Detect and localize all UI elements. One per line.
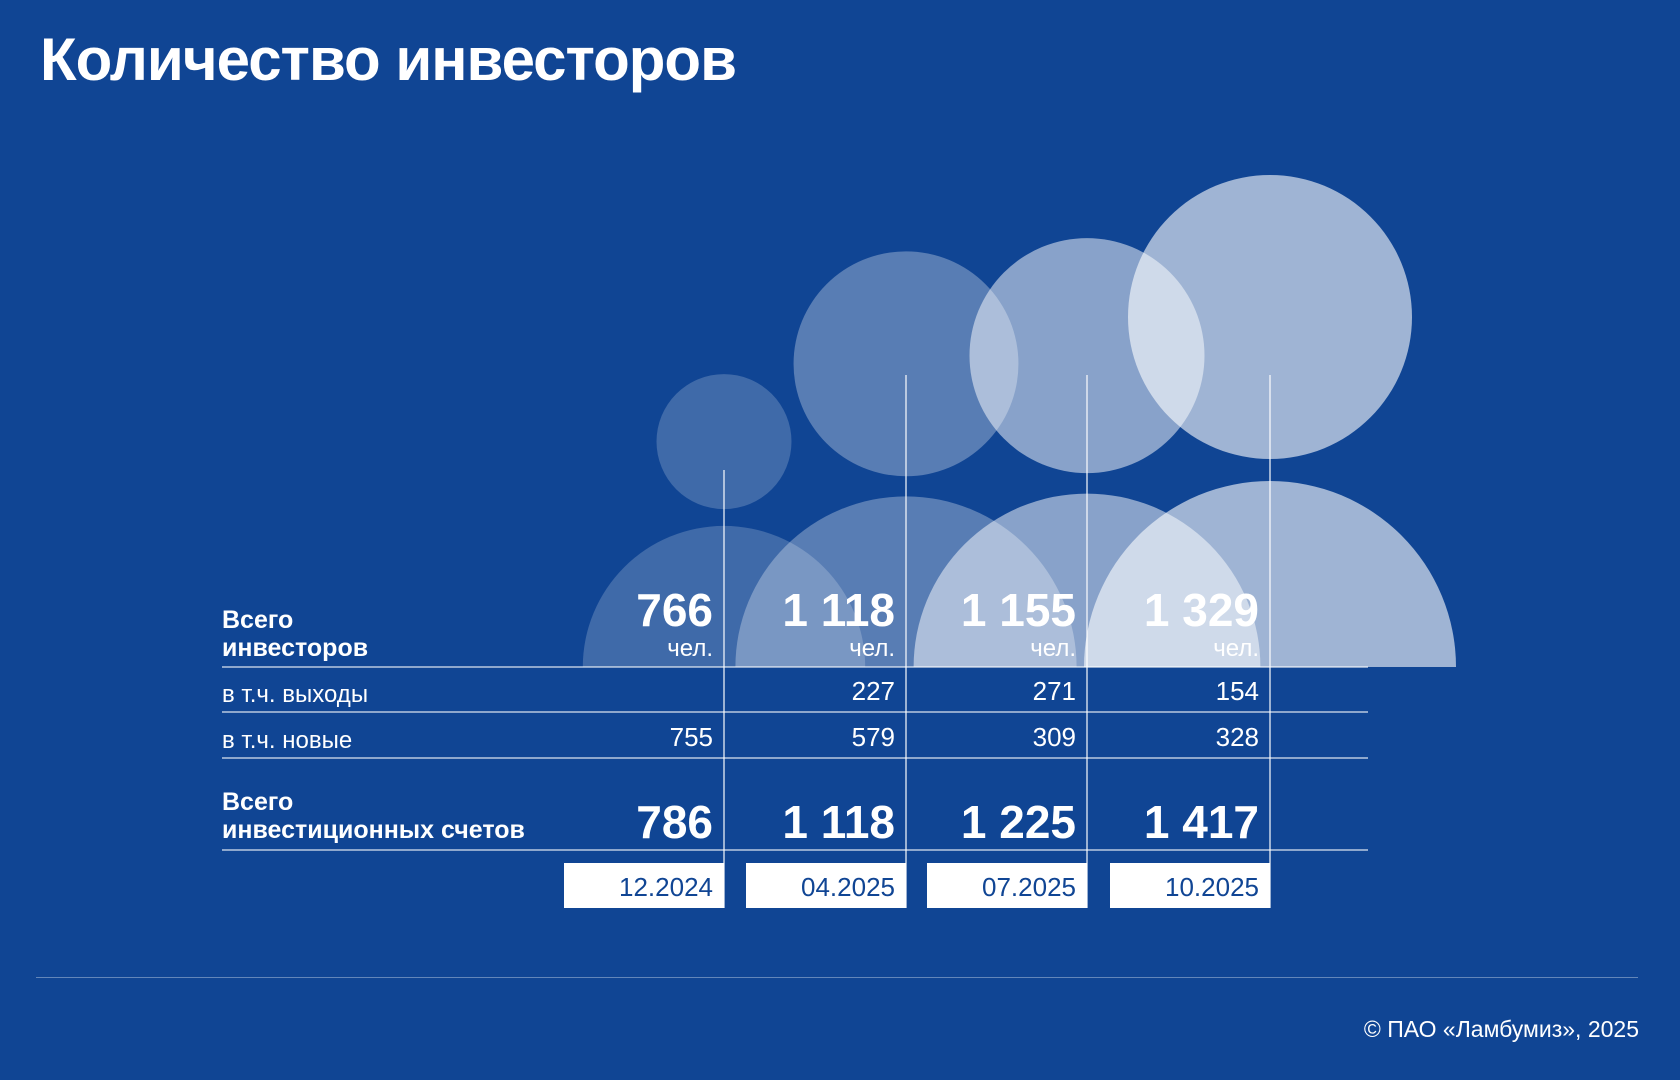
row-label-exits: в т.ч. выходы [222, 681, 368, 708]
period-label-4: 10.2025 [1165, 872, 1259, 902]
value-new-3: 309 [1033, 722, 1076, 752]
value-accounts-1: 786 [636, 796, 713, 848]
unit-label-4: чел. [1213, 635, 1259, 662]
unit-label-1: чел. [667, 635, 713, 662]
person-bubbles [582, 175, 1456, 667]
unit-label-2: чел. [849, 635, 895, 662]
value-investors-2: 1 118 [782, 584, 895, 636]
footer-divider [36, 977, 1638, 978]
row-label-accounts-1: Всего [222, 788, 293, 816]
value-new-2: 579 [852, 722, 895, 752]
table-text: 12.2024 04.2025 07.2025 10.2025Всегоинвесто… [222, 584, 1259, 902]
grid-lines [222, 375, 1368, 908]
value-exits-4: 154 [1216, 676, 1259, 706]
person-head-1 [656, 374, 792, 510]
row-label-investors-1: Всего [222, 606, 293, 634]
copyright-text: © ПАО «Ламбумиз», 2025 [1363, 1016, 1639, 1042]
value-exits-3: 271 [1033, 676, 1076, 706]
row-label-new: в т.ч. новые [222, 727, 352, 754]
period-label-3: 07.2025 [982, 872, 1076, 902]
page-title: Количество инвесторов [40, 26, 737, 93]
value-investors-3: 1 155 [961, 584, 1076, 636]
row-label-accounts-2: инвестиционных счетов [222, 816, 525, 844]
value-new-4: 328 [1216, 722, 1259, 752]
period-label-1: 12.2024 [619, 872, 713, 902]
period-box-1 [564, 863, 724, 908]
period-box-3 [927, 863, 1087, 908]
value-accounts-4: 1 417 [1144, 796, 1259, 848]
row-label-investors-2: инвесторов [222, 634, 368, 662]
value-accounts-2: 1 118 [782, 796, 895, 848]
value-investors-4: 1 329 [1144, 584, 1259, 636]
person-head-2 [793, 251, 1019, 477]
value-accounts-3: 1 225 [961, 796, 1076, 848]
value-new-1: 755 [670, 722, 713, 752]
value-exits-2: 227 [852, 676, 895, 706]
period-box-2 [746, 863, 906, 908]
period-box-4 [1110, 863, 1270, 908]
period-label-2: 04.2025 [801, 872, 895, 902]
value-investors-1: 766 [636, 584, 713, 636]
person-head-4 [1128, 175, 1412, 459]
unit-label-3: чел. [1030, 635, 1076, 662]
